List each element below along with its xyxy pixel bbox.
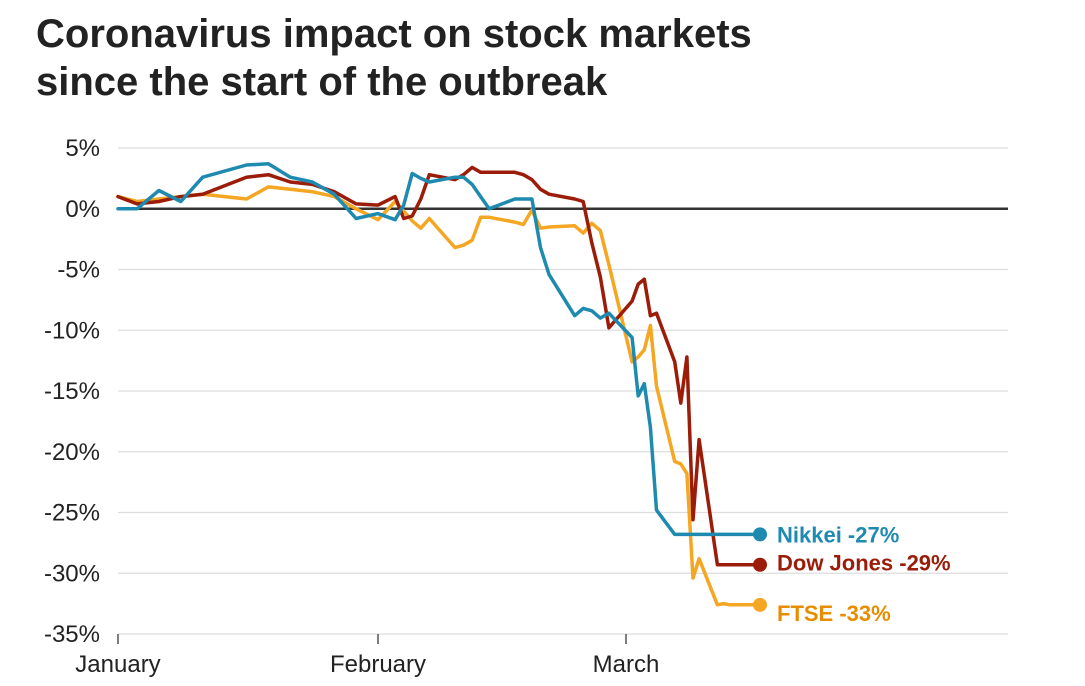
series-end-dot-ftse: [753, 597, 767, 612]
y-tick-label-4: -15%: [44, 378, 100, 405]
y-tick-label-6: -25%: [44, 500, 100, 527]
chart-title-line-2: since the start of the outbreak: [36, 60, 608, 104]
series-line-nikkei: [116, 162, 762, 537]
plot-area: [116, 162, 767, 612]
series-end-label-dow-jones: Dow Jones -29%: [777, 551, 951, 576]
chart-title: Coronavirus impact on stock markets sinc…: [36, 10, 1036, 106]
series-line-dow-jones: [116, 165, 762, 567]
x-tick-label-1: February: [330, 651, 426, 678]
y-tick-label-3: -10%: [44, 317, 100, 344]
series-end-dot-nikkei: [753, 527, 767, 542]
grid: [118, 147, 1008, 635]
chart-title-line-1: Coronavirus impact on stock markets: [36, 12, 752, 56]
end-labels: FTSE -33% Dow Jones -29% Nikkei -27%: [777, 522, 951, 625]
y-tick-label-7: -30%: [44, 560, 100, 587]
series-end-label-ftse: FTSE -33%: [777, 601, 891, 626]
y-tick-label-1: 0%: [65, 196, 100, 223]
series-end-label-nikkei: Nikkei -27%: [777, 522, 899, 547]
y-tick-label-0: 5%: [65, 135, 100, 162]
y-tick-label-2: -5%: [57, 257, 100, 284]
series-line-ftse: [116, 185, 762, 607]
y-tick-label-8: -35%: [44, 621, 100, 648]
y-axis: 5% 0% -5% -10% -15% -20% -25% -30% -35%: [44, 135, 100, 648]
series-end-dot-dow-jones: [753, 557, 767, 572]
y-tick-label-5: -20%: [44, 439, 100, 466]
x-tick-label-2: March: [593, 651, 660, 678]
x-axis: January February March: [75, 634, 659, 678]
x-tick-label-0: January: [75, 651, 160, 678]
